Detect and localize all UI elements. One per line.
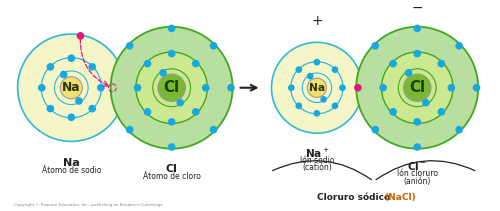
Circle shape	[192, 108, 200, 116]
Circle shape	[168, 143, 175, 151]
Text: Na: Na	[63, 158, 80, 168]
Circle shape	[302, 73, 332, 103]
Circle shape	[390, 108, 397, 116]
Circle shape	[456, 126, 463, 134]
Circle shape	[168, 25, 175, 32]
Circle shape	[314, 59, 320, 65]
Circle shape	[456, 42, 463, 50]
Circle shape	[60, 71, 68, 78]
Circle shape	[126, 126, 134, 134]
Text: Cloruro sódico: Cloruro sódico	[317, 193, 396, 202]
Circle shape	[414, 143, 421, 151]
Circle shape	[405, 69, 412, 77]
Circle shape	[404, 74, 431, 101]
Circle shape	[390, 60, 397, 68]
Circle shape	[168, 118, 175, 126]
Circle shape	[144, 60, 152, 68]
Circle shape	[88, 105, 96, 112]
Text: Cl: Cl	[409, 80, 426, 95]
Circle shape	[46, 63, 54, 71]
Circle shape	[307, 73, 314, 80]
Text: Na: Na	[309, 83, 325, 93]
Circle shape	[134, 84, 141, 92]
Circle shape	[46, 105, 54, 112]
Circle shape	[41, 58, 102, 118]
Circle shape	[448, 84, 455, 92]
Text: (anión): (anión)	[404, 177, 431, 186]
Text: Copyright © Pearson Education, Inc., publishing as Benjamin Cummings: Copyright © Pearson Education, Inc., pub…	[14, 203, 162, 207]
Circle shape	[291, 62, 343, 114]
Circle shape	[296, 103, 302, 109]
Text: +: +	[311, 15, 322, 28]
Circle shape	[422, 99, 430, 107]
Circle shape	[296, 66, 302, 73]
Circle shape	[438, 108, 445, 116]
Circle shape	[97, 84, 104, 92]
Circle shape	[332, 103, 338, 109]
Circle shape	[88, 63, 96, 71]
Circle shape	[18, 34, 125, 141]
Circle shape	[272, 42, 362, 133]
Text: Cl: Cl	[166, 164, 177, 174]
Circle shape	[192, 60, 200, 68]
Text: Átomo de cloro: Átomo de cloro	[142, 172, 201, 181]
Text: (NaCl): (NaCl)	[384, 193, 416, 202]
Circle shape	[68, 114, 75, 121]
Circle shape	[168, 50, 175, 57]
Circle shape	[332, 66, 338, 73]
Text: Cl: Cl	[164, 80, 180, 95]
Text: Ión sodio: Ión sodio	[300, 156, 334, 165]
Circle shape	[314, 110, 320, 117]
Text: Na: Na	[62, 81, 80, 94]
Circle shape	[144, 108, 152, 116]
Circle shape	[227, 84, 235, 92]
Circle shape	[382, 52, 453, 123]
Circle shape	[152, 69, 190, 107]
Circle shape	[339, 84, 346, 91]
Circle shape	[68, 54, 75, 62]
Circle shape	[158, 74, 186, 101]
Circle shape	[354, 84, 362, 92]
Circle shape	[414, 50, 421, 57]
Circle shape	[76, 32, 84, 40]
Circle shape	[110, 27, 232, 149]
Text: (catión): (catión)	[302, 163, 332, 172]
Circle shape	[202, 84, 209, 92]
Circle shape	[356, 27, 478, 149]
Circle shape	[159, 69, 167, 77]
Text: Ión cloruro: Ión cloruro	[396, 169, 438, 178]
Circle shape	[320, 96, 327, 103]
Circle shape	[75, 97, 83, 105]
Text: Átomo de sodio: Átomo de sodio	[42, 166, 101, 175]
Circle shape	[136, 52, 208, 123]
Circle shape	[414, 25, 421, 32]
Circle shape	[438, 60, 445, 68]
Circle shape	[414, 118, 421, 126]
Circle shape	[210, 42, 218, 50]
Circle shape	[176, 99, 184, 107]
Circle shape	[372, 42, 379, 50]
Text: Cl$^-$: Cl$^-$	[407, 160, 427, 172]
Circle shape	[60, 77, 82, 99]
Text: −: −	[412, 1, 423, 15]
Circle shape	[372, 126, 379, 134]
Text: Na$^+$: Na$^+$	[304, 147, 329, 160]
Circle shape	[398, 69, 436, 107]
Circle shape	[126, 42, 134, 50]
Circle shape	[288, 84, 294, 91]
Circle shape	[38, 84, 46, 92]
Circle shape	[472, 84, 480, 92]
Circle shape	[380, 84, 387, 92]
Circle shape	[54, 71, 88, 105]
Circle shape	[210, 126, 218, 134]
Circle shape	[308, 78, 326, 97]
